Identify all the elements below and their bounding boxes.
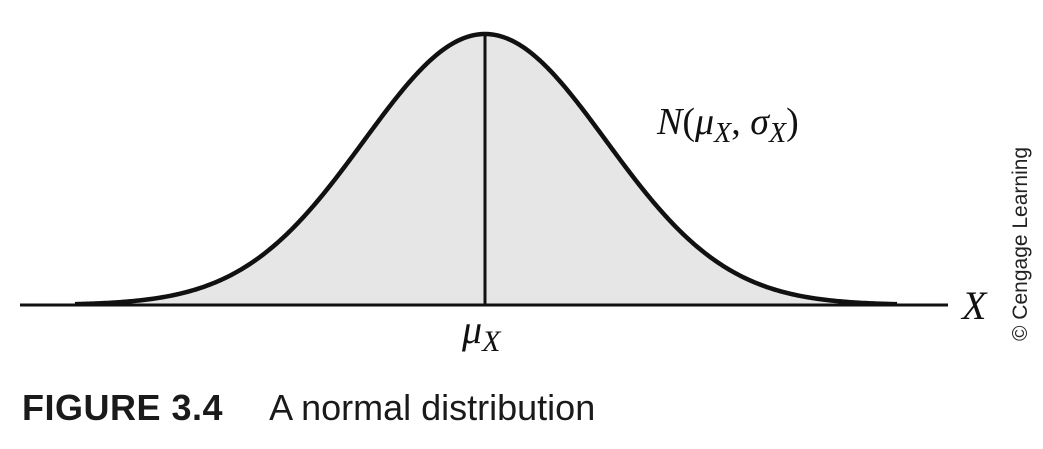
figure-caption: FIGURE 3.4 A normal distribution [22,387,595,429]
curve-label: N(μX, σX) [656,101,799,149]
figure-title: A normal distribution [269,387,596,428]
copyright-credit: © Cengage Learning [1009,147,1032,341]
mean-label: μX [461,307,502,358]
x-axis-label: X [960,283,988,328]
figure-number: FIGURE 3.4 [22,387,224,428]
